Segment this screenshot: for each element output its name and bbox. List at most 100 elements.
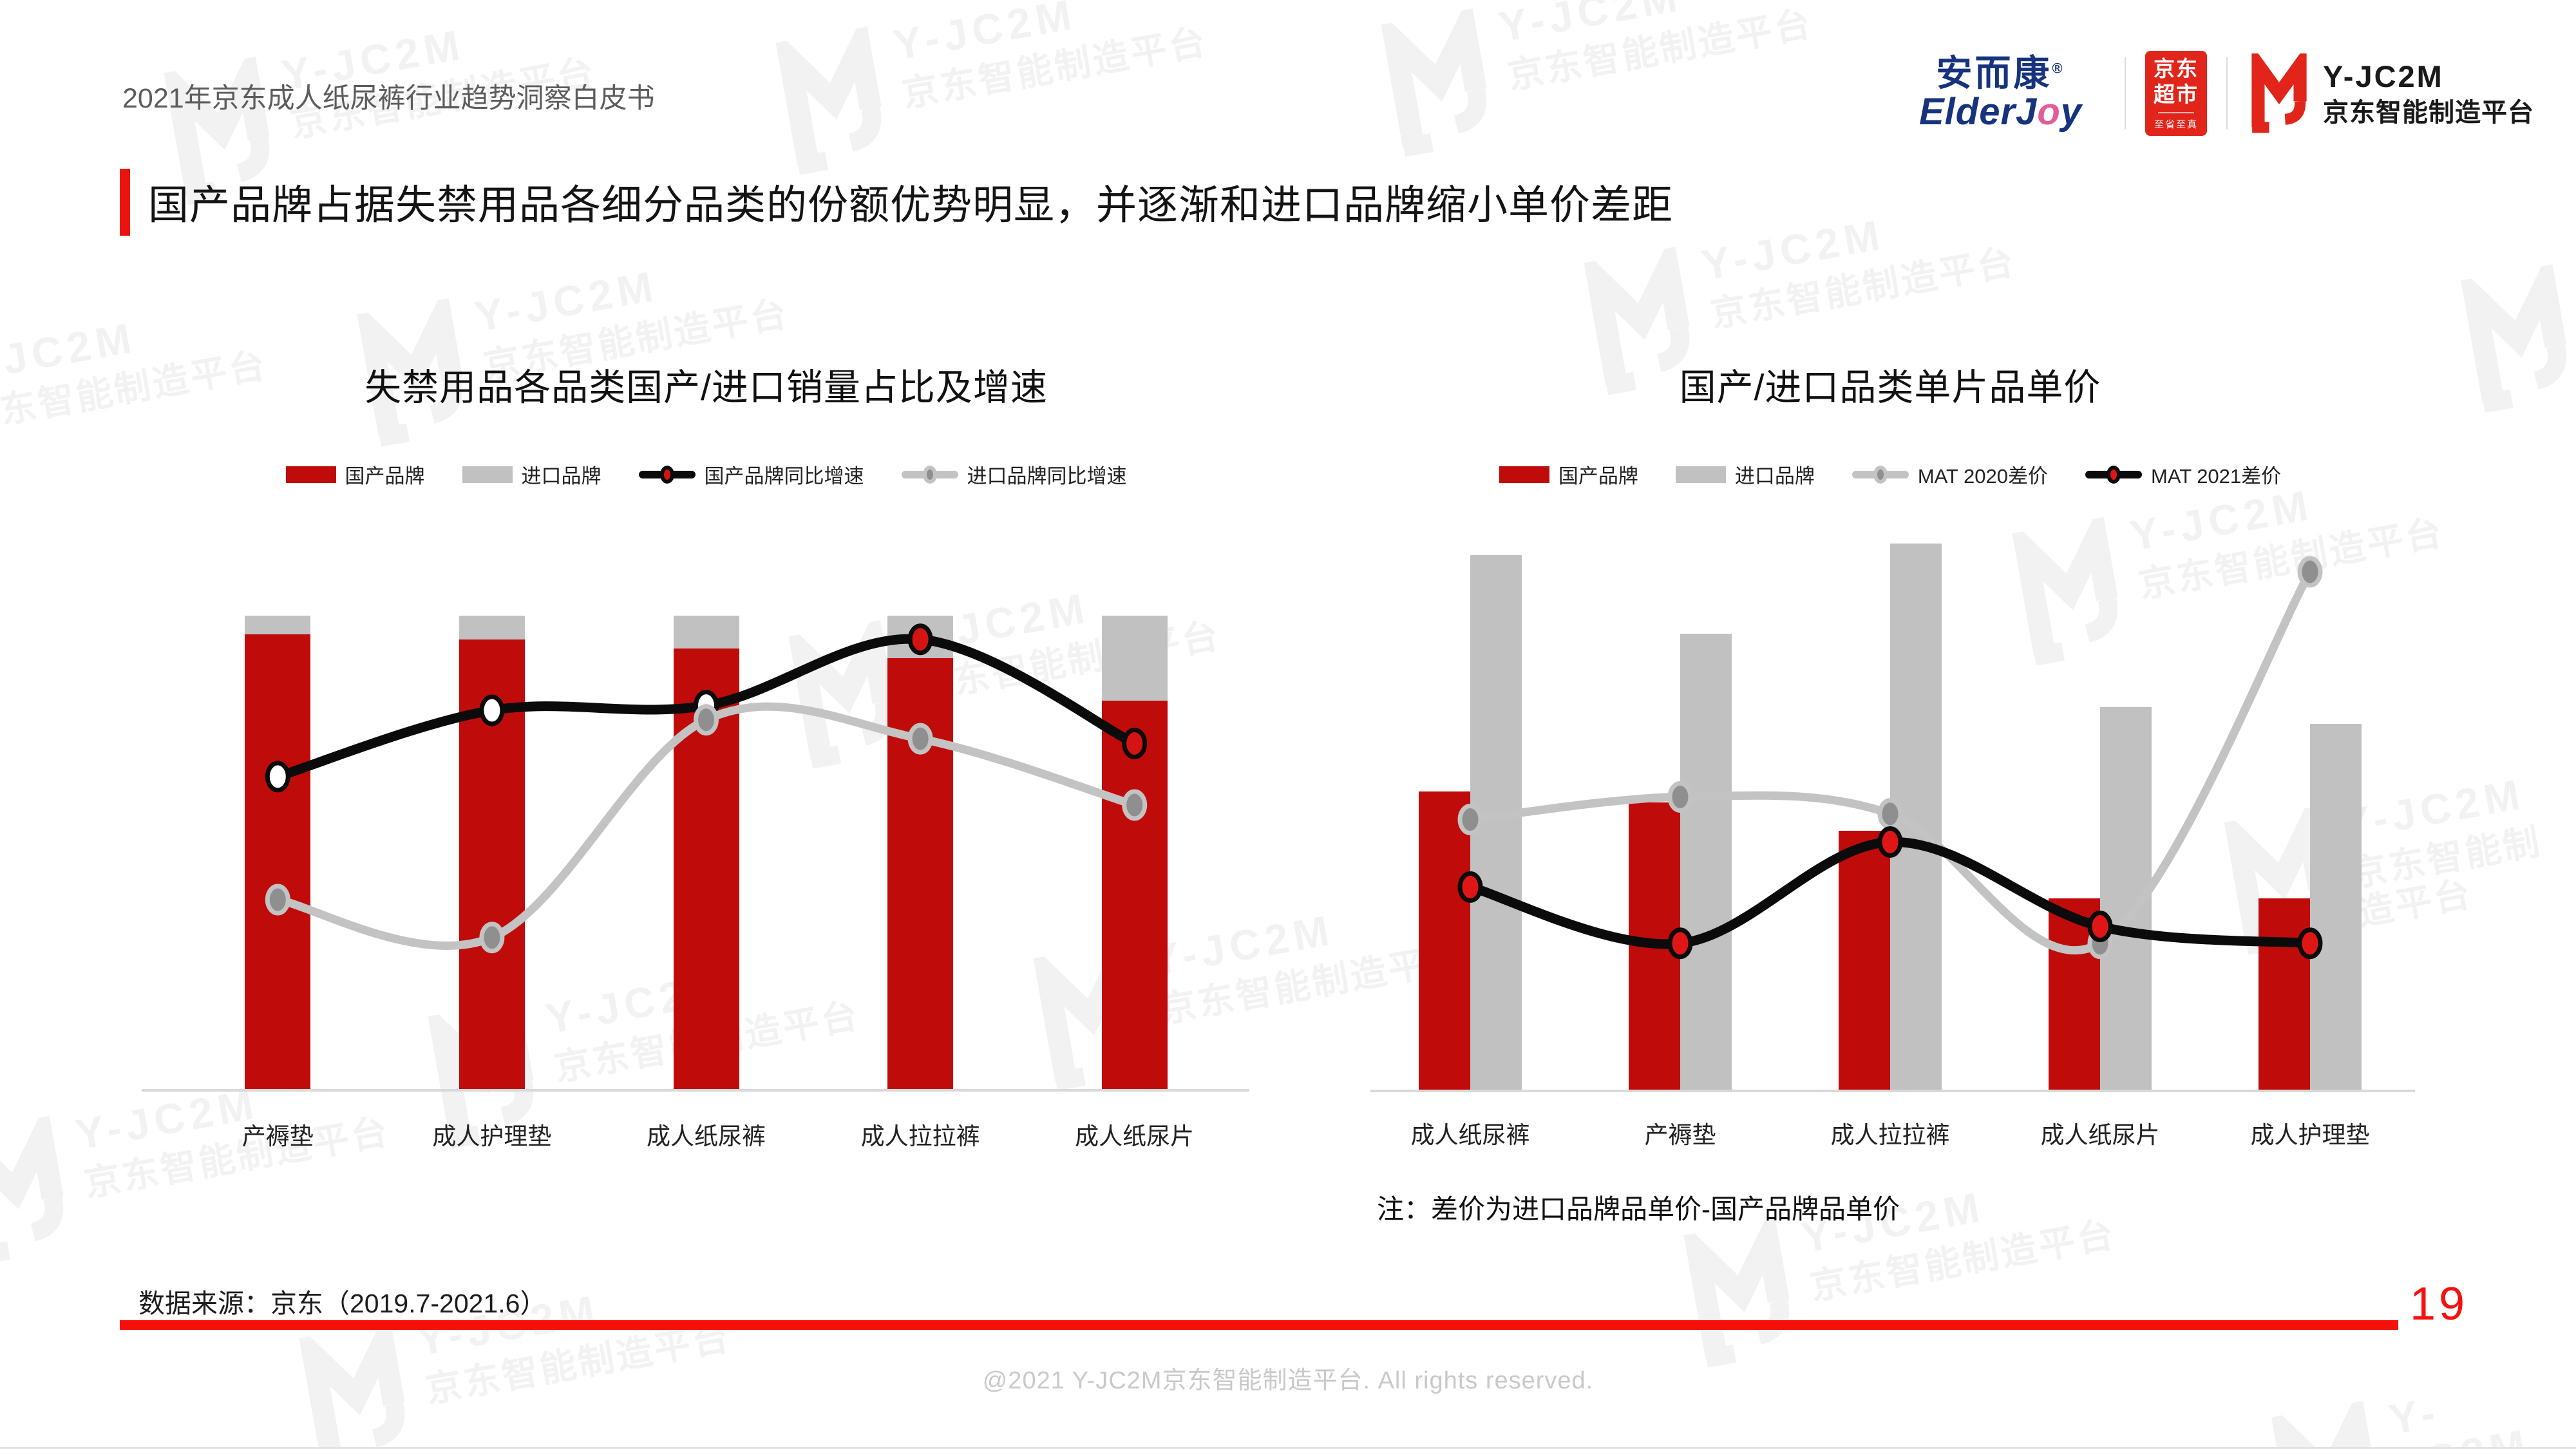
marker-国产品牌同比增速	[907, 623, 933, 656]
watermark-line2: 京东智能制造平台	[1707, 240, 2019, 335]
jd-supermarket-logo: 京东 超市 至省至真	[2145, 51, 2208, 136]
legend-item-国产品牌同比增速: 国产品牌同比增速	[638, 460, 864, 489]
line-进口品牌同比增速	[273, 702, 1139, 950]
legend-label: MAT 2021差价	[2151, 465, 2282, 488]
legend-swatch	[1499, 466, 1549, 483]
chart-sales-share-growth: 失禁用品各品类国产/进口销量占比及增速 国产品牌 进口品牌 国产品牌同比增速 进口品牌…	[142, 358, 1249, 1170]
chart-legend: 国产品牌 进口品牌 国产品牌同比增速 进口品牌同比增速	[93, 460, 1319, 489]
watermark-line1: Y-JC2M	[889, 0, 1080, 69]
chart-footnote: 注：差价为进口品牌品单价-国产品牌品单价	[1377, 1194, 1900, 1224]
legend-line-marker	[901, 465, 958, 484]
marker-MAT 2021差价	[1457, 871, 1483, 903]
bar-进口品牌	[1101, 616, 1168, 701]
yjc2m-logo-watermark-icon	[2458, 263, 2567, 413]
chart-plot-area	[171, 616, 1242, 1089]
legend-item-国产品牌: 国产品牌	[285, 460, 425, 489]
legend-label: 进口品牌同比增速	[967, 465, 1127, 488]
chart-title: 失禁用品各品类国产/进口销量占比及增速	[365, 367, 1048, 408]
legend-line-marker	[2085, 465, 2142, 484]
marker-进口品牌同比增速	[907, 723, 933, 755]
watermark-line1: Y-JC2M	[1495, 0, 1685, 51]
x-axis-label: 成人纸尿裤	[646, 1123, 766, 1150]
watermark: Y-JC2M 京东智能制造平台	[1376, 0, 1823, 158]
bar-进口品牌	[2310, 723, 2362, 1090]
x-axis-label: 成人拉拉裤	[1830, 1122, 1950, 1148]
x-axis-label: 成人纸尿裤	[1410, 1122, 1530, 1148]
chart-unit-price: 国产/进口品类单片品单价 国产品牌 进口品牌 MAT 2020差价 MAT 2021差…	[1365, 358, 2415, 1260]
report-header: 2021年京东成人纸尿裤行业趋势洞察白皮书	[122, 83, 655, 114]
x-axis-label: 成人护理垫	[432, 1123, 552, 1150]
jd-supermarket-line1: 京东	[2154, 56, 2199, 80]
legend-item-MAT 2020差价: MAT 2020差价	[1852, 460, 2048, 489]
legend-label: 进口品牌	[1734, 465, 1815, 488]
logo-cluster: 安而康® ElderJoy 京东 超市 至省至真 Y-JC2M 京东智能制造平台	[1919, 45, 2534, 142]
legend-item-进口品牌同比增速: 进口品牌同比增速	[901, 460, 1127, 489]
jd-supermarket-slogan: 至省至真	[2154, 119, 2199, 131]
watermark-line1: Y-JC2M	[1698, 210, 1888, 289]
logo-divider	[2226, 57, 2228, 129]
x-axis-label: 成人纸尿片	[2040, 1122, 2160, 1148]
legend-line-marker	[638, 465, 696, 484]
legend-label: 国产品牌	[345, 465, 425, 488]
yjc2m-logo-watermark-icon	[1378, 7, 1487, 157]
x-axis-label: 成人纸尿片	[1075, 1123, 1195, 1150]
legend-line-marker	[1852, 465, 1909, 484]
data-source-note: 数据来源：京东（2019.7-2021.6）	[138, 1289, 547, 1318]
marker-进口品牌同比增速	[694, 704, 719, 736]
bar-进口品牌	[673, 616, 739, 649]
x-axis-labels: 成人纸尿裤 产褥垫 成人拉拉裤 成人纸尿片 成人护理垫	[1365, 1115, 2415, 1150]
watermark: Y-JC2M 京东智能制造平台	[2456, 237, 2576, 497]
marker-MAT 2020差价	[1457, 803, 1483, 835]
line-series-overlay	[265, 623, 1148, 954]
yjc2m-logo-icon	[2251, 53, 2307, 133]
legend-label: MAT 2020差价	[1917, 465, 2048, 488]
legend-label: 进口品牌	[521, 465, 601, 488]
title-accent-bar	[120, 169, 130, 236]
legend-item-国产品牌: 国产品牌	[1499, 460, 1638, 489]
x-axis-label: 成人拉拉裤	[860, 1123, 980, 1150]
bar-进口品牌	[1680, 634, 1732, 1090]
bar-国产品牌	[1101, 701, 1168, 1089]
x-axis-line	[1370, 1090, 2415, 1092]
bar-国产品牌	[2259, 898, 2310, 1090]
legend-item-进口品牌: 进口品牌	[462, 460, 601, 489]
bottom-edge-line	[0, 1447, 2576, 1449]
copyright-footer: @2021 Y-JC2M京东智能制造平台. All rights reserve…	[982, 1367, 1594, 1394]
watermark-line2: 京东智能制造平台	[899, 20, 1211, 115]
yjc2m-name: Y-JC2M	[2323, 59, 2444, 94]
page-number: 19	[2410, 1278, 2468, 1330]
marker-MAT 2020差价	[1877, 798, 1903, 830]
bottom-red-rule	[120, 1320, 2398, 1330]
slide-title: 国产品牌占据失禁用品各细分品类的份额优势明显，并逐渐和进口品牌缩小单价差距	[148, 183, 1673, 228]
yjc2m-subtitle: 京东智能制造平台	[2323, 98, 2535, 127]
x-axis-label: 成人护理垫	[2250, 1122, 2370, 1148]
marker-国产品牌同比增速	[1122, 727, 1148, 759]
watermark-line1: Y-JC2M	[471, 261, 661, 341]
yjc2m-logo: Y-JC2M 京东智能制造平台	[2247, 53, 2534, 133]
yjc2m-logo-watermark-icon	[2268, 1400, 2378, 1449]
marker-MAT 2021差价	[1667, 927, 1693, 960]
yjc2m-logo-watermark-icon	[0, 1115, 64, 1265]
marker-进口品牌同比增速	[479, 922, 505, 954]
marker-MAT 2021差价	[2087, 911, 2113, 943]
bar-国产品牌	[1419, 791, 1470, 1090]
bar-国产品牌	[245, 634, 311, 1089]
legend-item-MAT 2021差价: MAT 2021差价	[2085, 460, 2281, 489]
bar-国产品牌	[1839, 830, 1890, 1090]
watermark-line2: 京东智能制造平台	[1504, 2, 1816, 97]
x-axis-label: 产褥垫	[1644, 1122, 1716, 1148]
line-MAT 2020差价	[1466, 567, 2315, 955]
bar-进口品牌	[459, 616, 525, 639]
line-series-overlay	[1457, 556, 2323, 960]
marker-MAT 2020差价	[1667, 781, 1693, 813]
legend-swatch	[462, 466, 513, 483]
legend-label: 国产品牌	[1558, 465, 1638, 488]
elderjoy-cn: 安而康	[1936, 53, 2052, 94]
marker-进口品牌同比增速	[265, 884, 290, 916]
elderjoy-en: ElderJoy	[1919, 90, 2083, 133]
jd-supermarket-line2: 超市	[2154, 82, 2199, 106]
marker-国产品牌同比增速	[265, 761, 290, 793]
elderjoy-logo: 安而康® ElderJoy	[1919, 53, 2083, 133]
watermark: Y-JC2M 京东智能制造平台	[771, 0, 1218, 176]
